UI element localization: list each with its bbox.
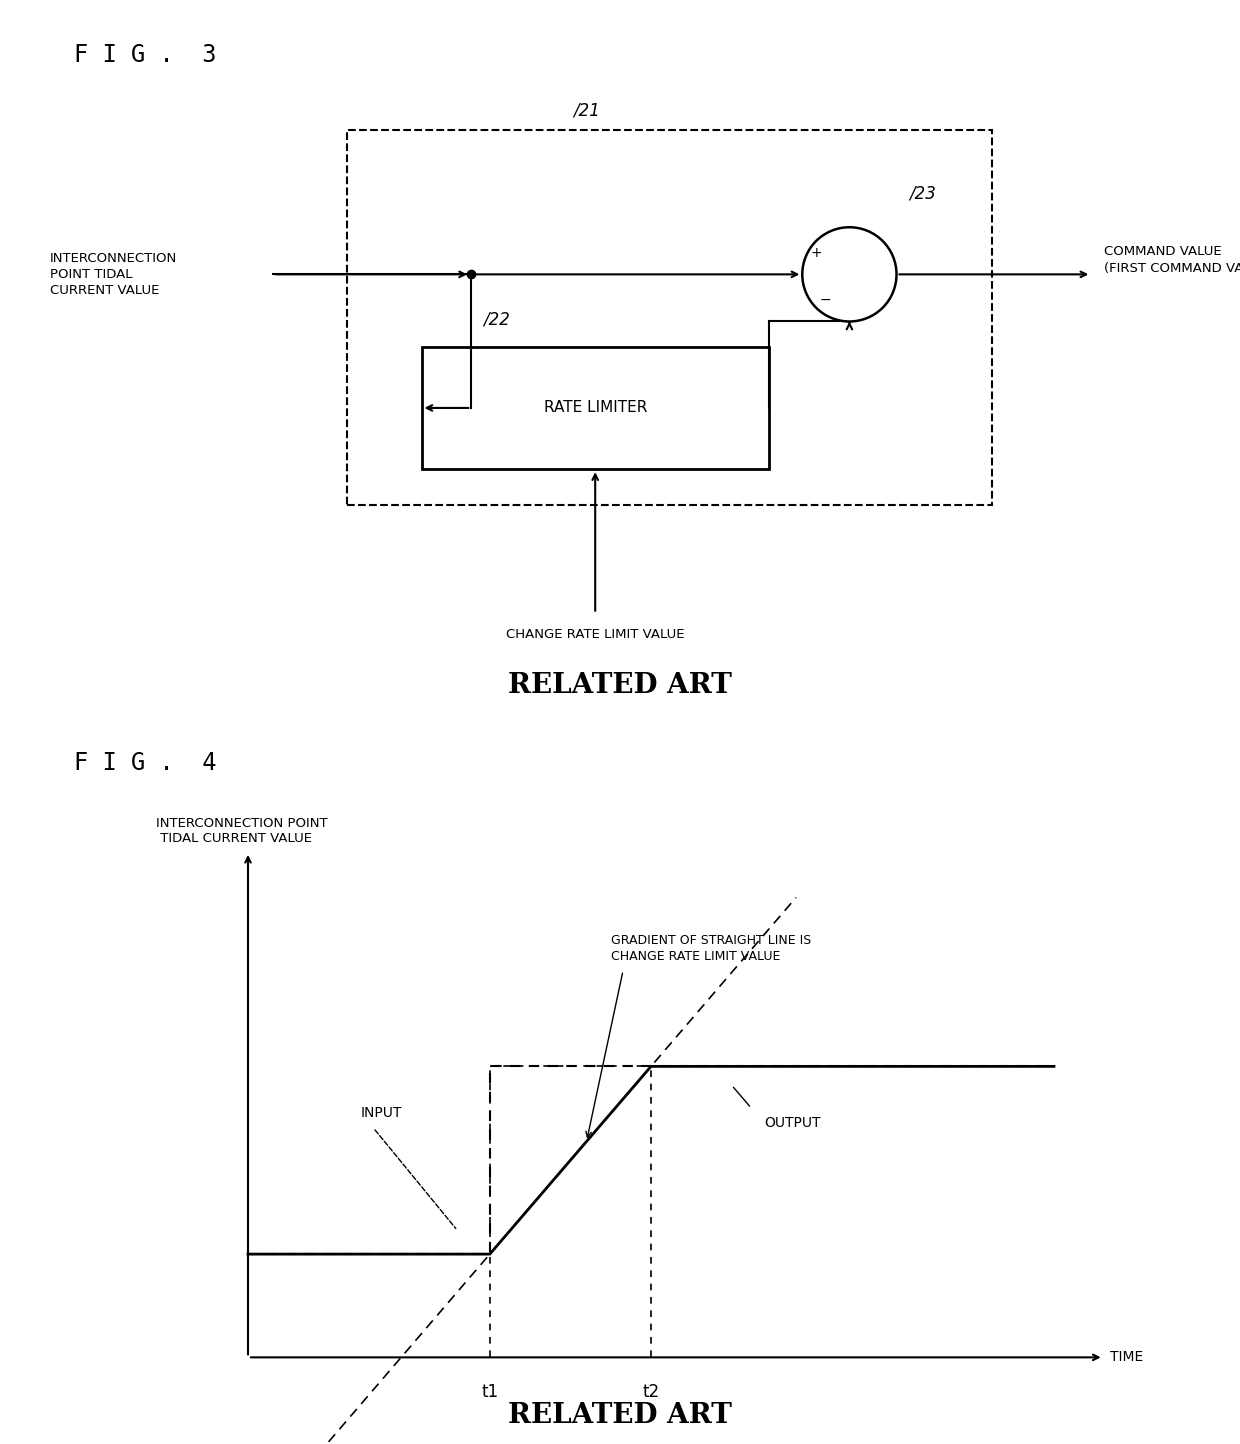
Text: OUTPUT: OUTPUT bbox=[764, 1116, 821, 1129]
Bar bbox=[347, 130, 992, 505]
Text: +: + bbox=[811, 245, 822, 260]
Text: /21: /21 bbox=[573, 101, 600, 120]
Text: INTERCONNECTION
POINT TIDAL
CURRENT VALUE: INTERCONNECTION POINT TIDAL CURRENT VALU… bbox=[50, 251, 177, 297]
Text: RATE LIMITER: RATE LIMITER bbox=[543, 400, 647, 416]
Text: F I G .  4: F I G . 4 bbox=[74, 751, 217, 775]
Text: COMMAND VALUE
(FIRST COMMAND VALUE PΔP): COMMAND VALUE (FIRST COMMAND VALUE PΔP) bbox=[1104, 245, 1240, 274]
Text: CHANGE RATE LIMIT VALUE: CHANGE RATE LIMIT VALUE bbox=[506, 628, 684, 641]
Text: TIME: TIME bbox=[1110, 1350, 1143, 1365]
Text: GRADIENT OF STRAIGHT LINE IS
CHANGE RATE LIMIT VALUE: GRADIENT OF STRAIGHT LINE IS CHANGE RATE… bbox=[611, 934, 811, 963]
Text: INTERCONNECTION POINT
 TIDAL CURRENT VALUE: INTERCONNECTION POINT TIDAL CURRENT VALU… bbox=[156, 817, 327, 845]
Text: /22: /22 bbox=[484, 310, 511, 329]
Text: t1: t1 bbox=[481, 1383, 498, 1401]
Text: F I G .  3: F I G . 3 bbox=[74, 43, 217, 68]
Ellipse shape bbox=[802, 227, 897, 322]
Text: RELATED ART: RELATED ART bbox=[508, 673, 732, 699]
Text: /23: /23 bbox=[909, 185, 936, 202]
Text: −: − bbox=[820, 293, 832, 308]
Text: t2: t2 bbox=[642, 1383, 660, 1401]
Text: RELATED ART: RELATED ART bbox=[508, 1402, 732, 1428]
Bar bbox=[422, 347, 769, 469]
Text: INPUT: INPUT bbox=[361, 1106, 402, 1121]
